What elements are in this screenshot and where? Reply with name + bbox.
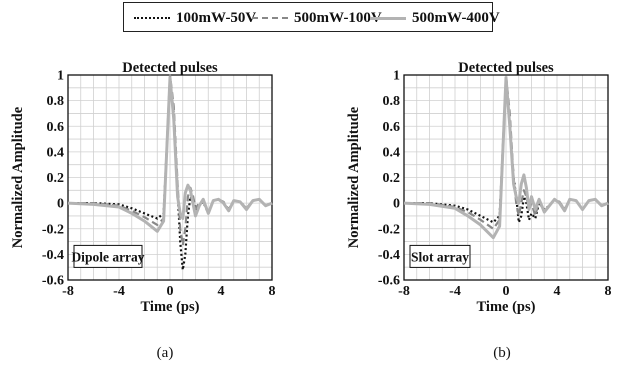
legend-item-500mw-400v: 500mW-400V bbox=[370, 9, 500, 27]
y-tick-label: 0.6 bbox=[47, 120, 65, 135]
series-line-500mw-100v bbox=[68, 73, 273, 247]
legend-swatch bbox=[252, 17, 288, 19]
series-line-500mw-400v bbox=[67, 76, 273, 233]
y-tick-label: 0.2 bbox=[383, 171, 401, 186]
x-axis-label: Time (ps) bbox=[477, 299, 536, 315]
y-tick-label: 0 bbox=[393, 197, 400, 212]
y-tick-label: 0.6 bbox=[383, 120, 401, 135]
y-axis-label: Normalized Amplitude bbox=[346, 106, 362, 248]
y-tick-label: 0.4 bbox=[383, 145, 401, 160]
x-tick-label: 0 bbox=[167, 284, 174, 299]
x-tick-label: -8 bbox=[398, 284, 410, 299]
x-axis-label: Time (ps) bbox=[141, 299, 200, 315]
x-tick-label: -8 bbox=[62, 284, 74, 299]
annotation-box bbox=[409, 244, 471, 268]
legend-swatch bbox=[134, 17, 170, 19]
legend: 100mW-50V 500mW-100V 500mW-400V bbox=[123, 2, 500, 32]
plot-frame bbox=[403, 74, 609, 281]
y-tick-label: 0 bbox=[57, 197, 64, 212]
legend-label: 500mW-100V bbox=[294, 9, 382, 26]
panel-caption: (a) bbox=[157, 345, 174, 361]
y-tick-label: -0.6 bbox=[42, 274, 64, 289]
legend-label: 500mW-400V bbox=[412, 9, 500, 26]
x-tick-label: 8 bbox=[605, 284, 612, 299]
chart-panel-a: -8 -4 0 4 8 -0.6 -0.4 -0.2 0 0.2 0.4 0.6 0.8 1 Detecte… bbox=[10, 60, 276, 361]
annotation-box bbox=[73, 244, 143, 268]
annotation-label: Dipole array bbox=[71, 249, 144, 264]
series-line-500mw-400v bbox=[403, 76, 609, 240]
chart-title: Detected pulses bbox=[122, 60, 218, 76]
y-tick-label: 1 bbox=[393, 69, 400, 84]
x-tick-label: -4 bbox=[113, 284, 125, 299]
y-tick-label: -0.4 bbox=[42, 248, 64, 263]
annotation-label: Slot array bbox=[411, 249, 469, 264]
y-tick-label: 0.4 bbox=[47, 145, 65, 160]
legend-label: 100mW-50V bbox=[176, 9, 257, 26]
panel-caption: (b) bbox=[493, 345, 511, 361]
legend-item-500mw-100v: 500mW-100V bbox=[252, 9, 382, 27]
y-tick-label: -0.2 bbox=[378, 222, 400, 237]
y-tick-label: 0.2 bbox=[47, 171, 65, 186]
x-tick-label: 8 bbox=[269, 284, 276, 299]
x-tick-label: -4 bbox=[449, 284, 461, 299]
x-tick-label: 0 bbox=[503, 284, 510, 299]
y-tick-label: -0.2 bbox=[42, 222, 64, 237]
x-tick-label: 4 bbox=[218, 284, 225, 299]
y-tick-label: -0.4 bbox=[378, 248, 400, 263]
legend-item-100mw-50v: 100mW-50V bbox=[134, 9, 256, 27]
y-tick-label: 0.8 bbox=[47, 94, 65, 109]
y-tick-label: -0.6 bbox=[378, 274, 400, 289]
chart-panel-b: -8 -4 0 4 8 -0.6 -0.4 -0.2 0 0.2 0.4 0.6 0.8 1 Detecte… bbox=[346, 60, 612, 361]
y-tick-label: 0.8 bbox=[383, 94, 401, 109]
x-tick-label: 4 bbox=[554, 284, 561, 299]
y-axis-label: Normalized Amplitude bbox=[10, 106, 26, 248]
chart-title: Detected pulses bbox=[458, 60, 554, 76]
legend-swatch bbox=[370, 16, 406, 20]
y-tick-label: 1 bbox=[57, 69, 64, 84]
